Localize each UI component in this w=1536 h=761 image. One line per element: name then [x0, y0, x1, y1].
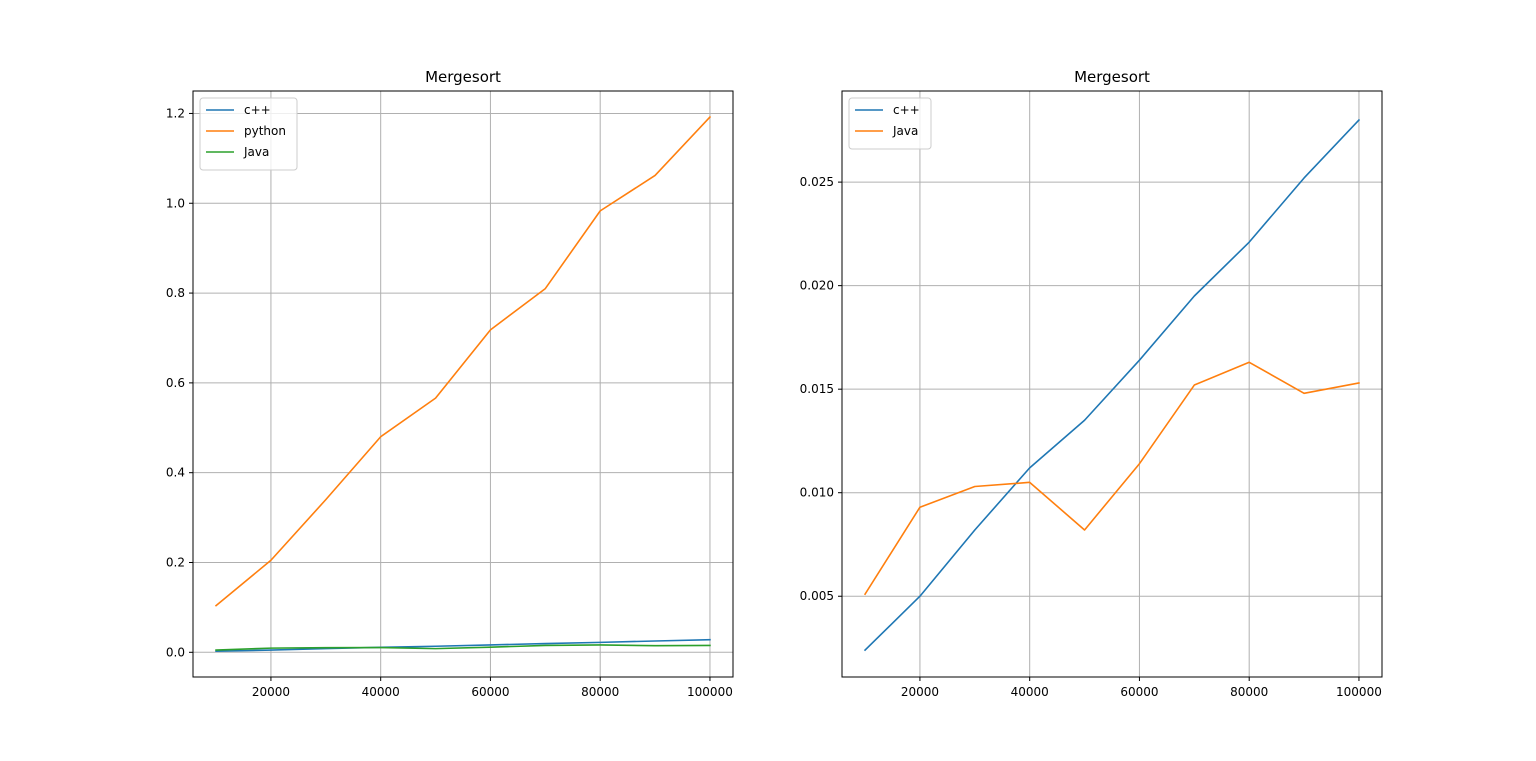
x-tick-label: 100000	[1336, 685, 1382, 699]
x-tick-label: 20000	[252, 685, 290, 699]
y-tick-label: 0.0	[166, 645, 185, 659]
y-tick-label: 0.010	[800, 486, 834, 500]
x-tick-label: 20000	[901, 685, 939, 699]
legend-label: Java	[892, 124, 918, 138]
series-line-cplus	[215, 638, 711, 653]
legend: c++ python Java	[199, 97, 298, 171]
y-tick-label: 0.4	[166, 466, 185, 480]
x-tick-label: 60000	[1120, 685, 1158, 699]
plot-area	[193, 91, 733, 677]
chart-title: Mergesort	[425, 68, 501, 86]
chart-1: 20000 40000 60000 80000 100000 0.0 0.2 0.4 0.6 0.…	[166, 68, 734, 699]
y-tick-label: 0.6	[166, 376, 185, 390]
axes-frame	[841, 90, 1383, 678]
chart-2: 20000 40000 60000 80000 100000 0.005 0.010 0.01…	[800, 68, 1383, 699]
y-tick-label: 0.020	[800, 279, 834, 293]
chart-title: Mergesort	[1074, 68, 1150, 86]
y-tick-label: 0.2	[166, 555, 185, 569]
legend-label: c++	[893, 103, 920, 117]
y-tick-label: 1.2	[166, 106, 185, 120]
legend: c++ Java	[848, 97, 932, 150]
y-tick-label: 0.8	[166, 286, 185, 300]
x-tick-label: 60000	[471, 685, 509, 699]
legend-label: python	[244, 124, 286, 138]
y-tick-label: 0.005	[800, 589, 834, 603]
y-tick-label: 1.0	[166, 196, 185, 210]
series-line-cplus	[863, 118, 1361, 652]
x-tick-label: 40000	[1011, 685, 1049, 699]
axes-frame	[192, 90, 734, 678]
series-line-java	[863, 361, 1360, 596]
y-tick-label: 0.015	[800, 382, 834, 396]
plot-area	[842, 91, 1382, 677]
x-tick-label: 100000	[687, 685, 733, 699]
y-tick-label: 0.025	[800, 175, 834, 189]
x-tick-label: 80000	[581, 685, 619, 699]
legend-label: Java	[243, 145, 269, 159]
series-line-java	[215, 644, 711, 651]
series-line-python	[214, 115, 712, 607]
x-tick-label: 80000	[1230, 685, 1268, 699]
legend-label: c++	[244, 103, 271, 117]
x-tick-label: 40000	[362, 685, 400, 699]
